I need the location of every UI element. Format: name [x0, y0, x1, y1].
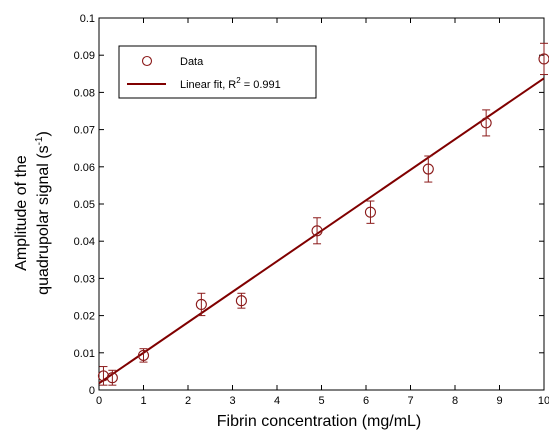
y-axis-title-superscript: -1 [34, 136, 45, 145]
legend-box [118, 45, 317, 99]
data-point-group [235, 292, 247, 309]
data-point-group [480, 109, 492, 137]
data-point-group [137, 348, 150, 363]
legend-marker-data [141, 55, 153, 67]
data-point-group [106, 369, 118, 386]
data-point-group [364, 200, 377, 224]
y-tick-label: 0 [89, 385, 95, 397]
x-axis-title: Fibrin concentration (mg/mL) [217, 413, 422, 430]
x-tick-label: 10 [538, 395, 549, 407]
y-tick-label: 0.04 [74, 236, 95, 248]
data-point [364, 206, 377, 218]
data-point-group [97, 366, 109, 386]
x-axis-ticks: 0 1 2 3 4 5 6 7 8 9 10 [96, 18, 549, 407]
x-tick-label: 6 [363, 395, 369, 407]
data-points-layer [97, 42, 549, 386]
x-tick-label: 0 [96, 395, 102, 407]
data-point [97, 370, 109, 382]
y-tick-label: 0.09 [74, 50, 95, 62]
y-tick-label: 0.01 [74, 348, 95, 360]
data-point-group [538, 42, 549, 76]
x-tick-label: 5 [318, 395, 324, 407]
data-point [137, 349, 150, 361]
data-point [480, 117, 492, 129]
data-point [235, 295, 247, 307]
y-axis-ticks: 0 0.01 0.02 0.03 0.04 0.05 0.06 0.07 0.08 0.09 0.1 [74, 13, 544, 397]
x-tick-label: 8 [452, 395, 458, 407]
data-point-group [311, 217, 323, 245]
x-tick-label: 4 [274, 395, 280, 407]
data-point-group [422, 155, 434, 183]
legend-fit-suffix: = 0.991 [241, 79, 281, 91]
x-tick-label: 9 [496, 395, 502, 407]
legend-fit-superscript: 2 [236, 76, 241, 85]
x-tick-label: 2 [185, 395, 191, 407]
data-point [106, 372, 118, 384]
y-tick-label: 0.08 [74, 87, 95, 99]
y-axis-title-line2: quadrupolar signal (s-1) [34, 131, 52, 295]
data-point [195, 298, 207, 310]
data-point [422, 163, 434, 175]
legend-label-data: Data [180, 56, 204, 68]
data-point-group [195, 292, 207, 317]
y-axis-title-main: quadrupolar signal (s [35, 145, 52, 294]
data-point [538, 53, 549, 65]
x-tick-label: 1 [140, 395, 146, 407]
y-tick-label: 0.07 [74, 125, 95, 137]
y-axis-title-tail: ) [35, 131, 52, 136]
y-tick-label: 0.03 [74, 273, 95, 285]
y-tick-label: 0.1 [80, 13, 95, 25]
y-tick-label: 0.05 [74, 199, 95, 211]
x-tick-label: 7 [407, 395, 413, 407]
y-axis-title-line1: Amplitude of the [13, 155, 30, 271]
y-tick-label: 0.06 [74, 162, 95, 174]
data-point [311, 225, 323, 237]
legend-fit-prefix: Linear fit, R [180, 79, 236, 91]
x-tick-label: 3 [229, 395, 235, 407]
y-tick-label: 0.02 [74, 311, 95, 323]
legend-label-fit: Linear fit, R2 = 0.991 [180, 76, 281, 91]
legend: Data Linear fit, R2 = 0.991 [118, 45, 317, 99]
